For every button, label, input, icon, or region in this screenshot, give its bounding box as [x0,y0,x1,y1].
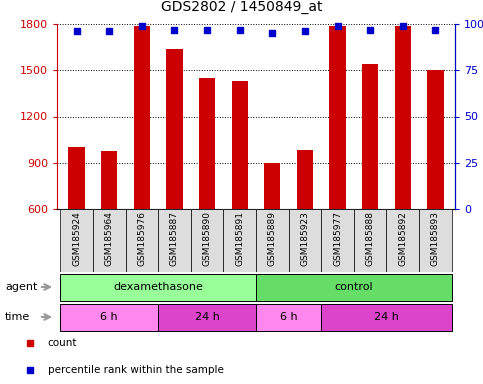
Text: GSM185964: GSM185964 [105,211,114,266]
Text: percentile rank within the sample: percentile rank within the sample [48,366,224,376]
Bar [166,49,183,209]
FancyBboxPatch shape [60,273,256,301]
Text: 24 h: 24 h [195,312,219,322]
FancyBboxPatch shape [256,209,289,272]
FancyBboxPatch shape [60,209,93,272]
Bar [395,26,411,209]
Text: GSM185976: GSM185976 [137,211,146,266]
Text: GDS2802 / 1450849_at: GDS2802 / 1450849_at [161,0,322,14]
FancyBboxPatch shape [321,209,354,272]
Bar [134,26,150,209]
Text: GSM185887: GSM185887 [170,211,179,266]
Text: 24 h: 24 h [374,312,399,322]
FancyBboxPatch shape [191,209,223,272]
Text: GSM185891: GSM185891 [235,211,244,266]
FancyBboxPatch shape [158,209,191,272]
Bar [101,151,117,209]
Bar [362,64,378,209]
Text: count: count [48,338,77,348]
Text: GSM185889: GSM185889 [268,211,277,266]
Text: GSM185890: GSM185890 [202,211,212,266]
FancyBboxPatch shape [289,209,321,272]
Text: GSM185923: GSM185923 [300,211,310,266]
Text: agent: agent [5,282,37,292]
Bar [69,147,85,209]
Text: time: time [5,312,30,322]
FancyBboxPatch shape [93,209,126,272]
Text: GSM185893: GSM185893 [431,211,440,266]
FancyBboxPatch shape [223,209,256,272]
Bar [329,26,346,209]
Bar [297,151,313,209]
Bar [264,163,281,209]
FancyBboxPatch shape [126,209,158,272]
FancyBboxPatch shape [158,303,256,331]
FancyBboxPatch shape [256,303,321,331]
FancyBboxPatch shape [256,273,452,301]
Bar [427,70,443,209]
Text: GSM185977: GSM185977 [333,211,342,266]
Bar [199,78,215,209]
FancyBboxPatch shape [386,209,419,272]
Text: GSM185892: GSM185892 [398,211,407,266]
Text: GSM185924: GSM185924 [72,211,81,266]
FancyBboxPatch shape [354,209,386,272]
FancyBboxPatch shape [60,303,158,331]
FancyBboxPatch shape [321,303,452,331]
Text: dexamethasone: dexamethasone [113,282,203,292]
Text: 6 h: 6 h [280,312,298,322]
Bar [231,81,248,209]
Text: control: control [335,282,373,292]
Text: GSM185888: GSM185888 [366,211,375,266]
Text: 6 h: 6 h [100,312,118,322]
FancyBboxPatch shape [419,209,452,272]
